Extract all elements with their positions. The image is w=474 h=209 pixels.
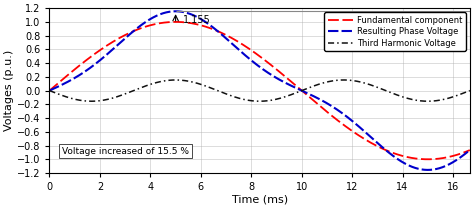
Text: 1.155: 1.155 [183, 15, 211, 25]
Text: Voltage increased of 15.5 %: Voltage increased of 15.5 % [62, 147, 189, 155]
Y-axis label: Voltages (p.u.): Voltages (p.u.) [4, 50, 14, 131]
Legend: Fundamental component, Resulting Phase Voltage, Third Harmonic Voltage: Fundamental component, Resulting Phase V… [325, 12, 465, 51]
X-axis label: Time (ms): Time (ms) [232, 195, 288, 205]
